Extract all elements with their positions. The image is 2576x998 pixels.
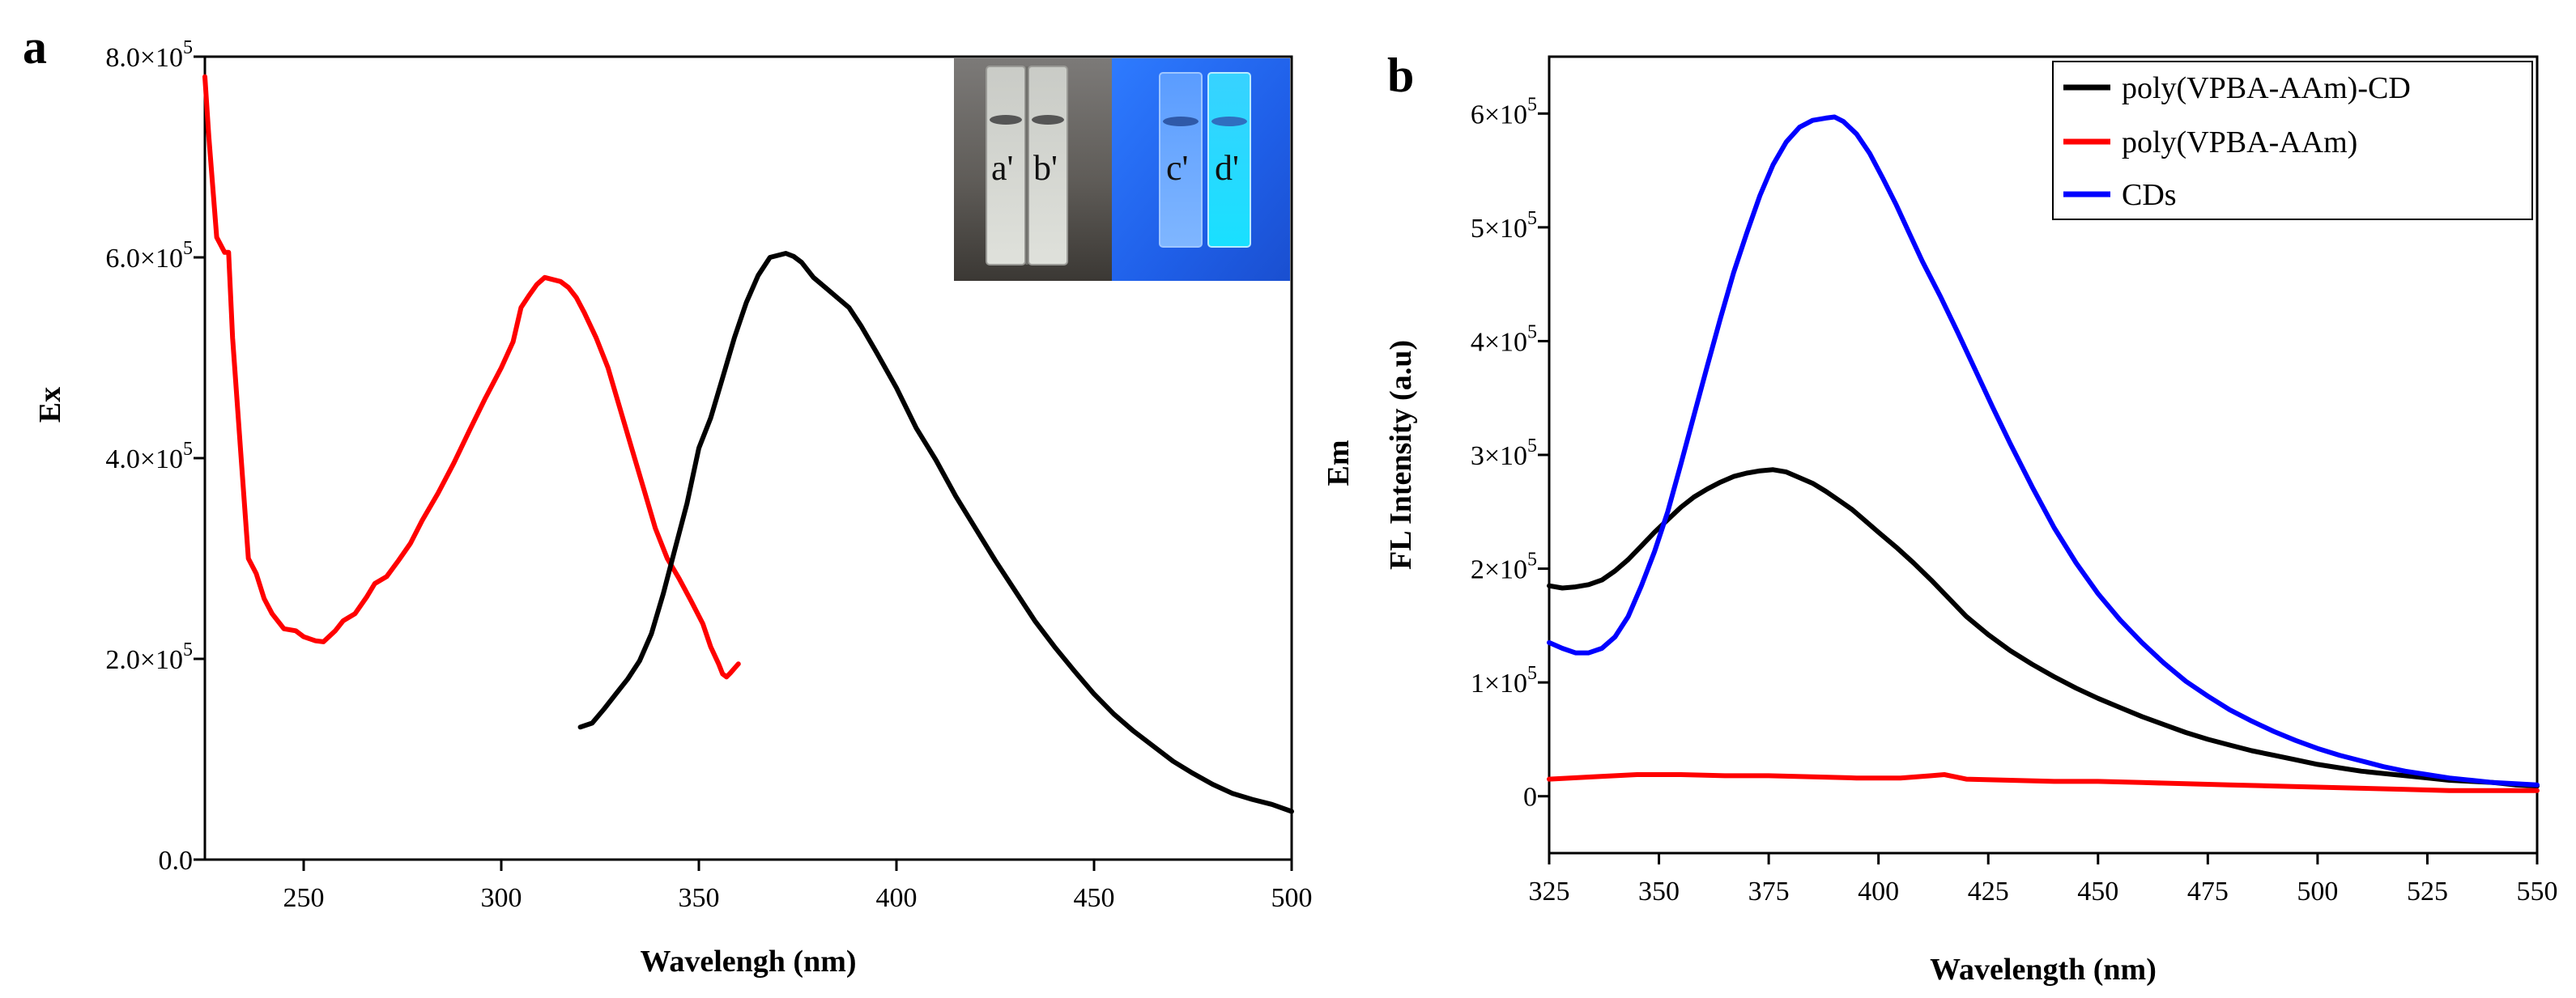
vial-label-c: c': [1166, 148, 1188, 188]
legend-label-cds: CDs: [2122, 178, 2177, 212]
panel-a-x-axis-title: Wavelengh (nm): [640, 945, 856, 979]
panel-b-x-tick-label: 425: [1968, 877, 2009, 907]
panel-a-label: a: [23, 20, 47, 74]
inset-photo: a' b' c' d': [954, 58, 1290, 281]
panel-a-line-excitation: [202, 74, 741, 680]
panel-b-y-ticks: 0 1×105 2×105 3×105 4×105 5×105 6×105: [1471, 94, 1549, 813]
vial-a-meniscus: [990, 115, 1022, 125]
panel-a-x-tick-label: 250: [283, 883, 325, 913]
panel-b-chart: b 325 350 375 400 425 450 475 500 525 550 0 1×105 2…: [1384, 49, 2558, 987]
panel-a-x-tick-label: 350: [679, 883, 720, 913]
panel-a-x-ticks: 250 300 350 400 450 500: [283, 860, 1313, 913]
panel-a-y-tick-label: 8.0×105: [105, 37, 193, 73]
panel-b-y-axis-title: FL Intensity (a.u): [1384, 340, 1418, 570]
panel-b-y-tick-label: 6×105: [1471, 94, 1537, 130]
panel-a-right-axis-title: Em: [1322, 440, 1356, 486]
panel-b-x-tick-label: 325: [1529, 877, 1570, 907]
panel-a-y-tick-label: 2.0×105: [105, 639, 193, 675]
panel-b-line-polymer: [1547, 772, 2540, 793]
panel-b-y-tick-label: 3×105: [1471, 435, 1537, 471]
vial-label-d: d': [1215, 148, 1239, 188]
panel-a-y-tick-label: 6.0×105: [105, 238, 193, 274]
panel-b-y-tick-label: 2×105: [1471, 550, 1537, 585]
panel-b-x-tick-label: 400: [1858, 877, 1899, 907]
panel-a-x-tick-label: 450: [1074, 883, 1115, 913]
panel-b-line-composite: [1547, 467, 2540, 789]
panel-b-x-tick-label: 475: [2187, 877, 2229, 907]
panel-a-x-tick-label: 300: [481, 883, 522, 913]
panel-b-x-tick-label: 500: [2297, 877, 2338, 907]
legend-label-polymer: poly(VPBA-AAm): [2122, 125, 2357, 159]
panel-b-line-cds: [1547, 114, 2540, 788]
panel-b-y-tick-label: 5×105: [1471, 208, 1537, 244]
panel-b-label: b: [1387, 49, 1414, 102]
panel-a-y-tick-label: 4.0×105: [105, 439, 193, 474]
panel-b-x-tick-label: 550: [2517, 877, 2558, 907]
vial-d-meniscus: [1211, 117, 1247, 126]
panel-a-chart: a: [23, 20, 1356, 979]
panel-b-series: [1547, 114, 2540, 793]
vial-b-meniscus: [1032, 115, 1064, 125]
vial-c: [1159, 72, 1203, 248]
panel-a-line-emission: [577, 251, 1294, 814]
vial-c-meniscus: [1163, 117, 1199, 126]
panel-a-series: [202, 74, 1294, 814]
panel-a-x-tick-label: 500: [1271, 883, 1313, 913]
panel-a-y-tick-label: 0.0: [159, 846, 194, 876]
panel-a-y-ticks: 0.0 2.0×105 4.0×105 6.0×105 8.0×105: [105, 37, 205, 876]
legend-box: [2052, 61, 2533, 220]
panel-b-x-tick-label: 350: [1638, 877, 1680, 907]
panel-a-x-tick-label: 400: [876, 883, 918, 913]
panel-b-x-axis-title: Wavelength (nm): [1930, 953, 2157, 987]
vial-label-b: b': [1033, 148, 1058, 188]
panel-b-y-tick-label: 0: [1523, 783, 1537, 813]
panel-b-x-tick-label: 450: [2077, 877, 2118, 907]
legend-label-composite: poly(VPBA-AAm)-CD: [2122, 71, 2411, 105]
vial-label-a: a': [991, 148, 1013, 188]
panel-b-y-tick-label: 4×105: [1471, 321, 1537, 357]
panel-a-y-axis-title: Ex: [33, 387, 67, 423]
panel-b-y-tick-label: 1×105: [1471, 663, 1537, 699]
panel-b-x-ticks: 325 350 375 400 425 450 475 500 525 550: [1529, 853, 2558, 907]
panel-b-x-tick-label: 375: [1748, 877, 1790, 907]
panel-b-x-tick-label: 525: [2407, 877, 2448, 907]
panel-b-legend: poly(VPBA-AAm)-CD poly(VPBA-AAm) CDs: [2052, 61, 2533, 220]
vial-d: [1207, 72, 1251, 248]
